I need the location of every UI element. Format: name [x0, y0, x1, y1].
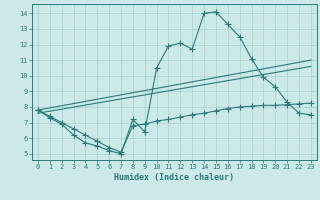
- X-axis label: Humidex (Indice chaleur): Humidex (Indice chaleur): [115, 173, 234, 182]
